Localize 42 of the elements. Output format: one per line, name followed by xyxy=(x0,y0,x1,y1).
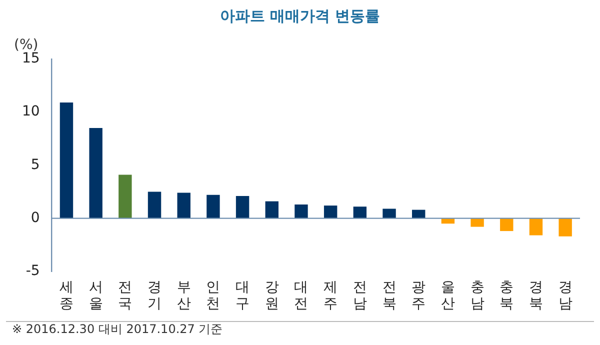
bar xyxy=(529,218,543,236)
x-tick-label: 강원 xyxy=(264,279,279,312)
bar xyxy=(500,218,514,232)
bar xyxy=(265,201,278,218)
x-tick-label: 제주 xyxy=(324,279,338,312)
bar xyxy=(177,192,190,218)
x-tick-label: 세종 xyxy=(59,279,74,312)
x-tick-label: 서울 xyxy=(88,279,103,312)
x-tick-label: 대전 xyxy=(294,279,308,312)
x-tick-label: 울산 xyxy=(440,279,455,312)
x-tick-label: 부산 xyxy=(176,279,191,312)
y-axis-title: (%) xyxy=(14,37,38,53)
x-tick-label: 대구 xyxy=(236,279,250,312)
bar xyxy=(89,128,102,218)
bar xyxy=(148,192,162,218)
x-tick-label: 경기 xyxy=(148,279,162,312)
y-tick-label: 0 xyxy=(30,210,40,226)
x-tick-label: 인천 xyxy=(206,279,220,312)
bar xyxy=(236,196,250,218)
y-tick-label: 5 xyxy=(30,156,40,173)
y-tick-label: 15 xyxy=(22,50,40,67)
bar xyxy=(118,174,132,218)
bar xyxy=(294,204,308,218)
x-tick-label: 충북 xyxy=(500,279,514,312)
x-tick-label: 광주 xyxy=(412,279,426,312)
x-tick-label: 경남 xyxy=(558,279,572,312)
bar xyxy=(206,194,220,218)
bar xyxy=(353,206,367,218)
x-tick-label: 전남 xyxy=(352,279,367,312)
x-tick-label: 경북 xyxy=(528,279,543,312)
x-tick-label: 충남 xyxy=(470,279,484,312)
bar xyxy=(60,102,74,218)
y-tick-label: 10 xyxy=(22,104,40,120)
x-tick-label: 전북 xyxy=(382,279,396,312)
y-tick-label: -5 xyxy=(26,263,40,280)
text: ※ 2016.12.30 대비 2017.10.27 기준 xyxy=(12,321,223,338)
bar xyxy=(558,218,572,236)
bar xyxy=(382,208,396,218)
bar xyxy=(470,218,484,227)
bar xyxy=(324,206,338,218)
x-tick-label: 전국 xyxy=(118,279,132,312)
chart-title: 아파트 매매가격 변동률 xyxy=(218,6,382,27)
